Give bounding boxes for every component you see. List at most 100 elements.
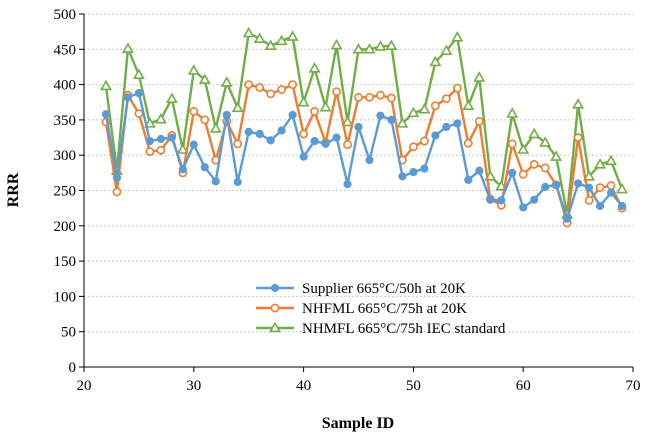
data-point (376, 90, 385, 100)
series-1 (101, 88, 627, 223)
data-point (463, 138, 473, 148)
data-point (187, 64, 200, 75)
data-point (419, 136, 429, 146)
data-point (134, 88, 143, 98)
x-tick-label: 20 (77, 378, 92, 394)
data-point (277, 126, 286, 135)
data-point (374, 40, 387, 51)
legend-item: NHMFL 665°C/75h IEC standard (256, 321, 506, 337)
data-point (418, 103, 431, 114)
data-point (310, 107, 319, 116)
data-point (506, 107, 519, 118)
data-point (288, 110, 297, 120)
legend-label: NHMFL 665°C/75h IEC standard (302, 321, 506, 337)
data-point (233, 139, 243, 149)
data-point (474, 116, 484, 126)
x-tick-label: 30 (186, 378, 201, 394)
x-tick-label: 40 (296, 378, 311, 394)
data-point (352, 43, 365, 54)
data-point (464, 175, 473, 185)
data-point (584, 183, 594, 192)
data-point (606, 188, 616, 197)
data-point (363, 43, 376, 54)
data-point (189, 140, 198, 149)
legend-label: NHFML 665°C/75h at 20K (302, 301, 467, 317)
data-point (365, 156, 374, 165)
data-point (343, 140, 352, 150)
data-point (508, 168, 517, 177)
data-point (595, 183, 605, 193)
data-point (178, 165, 187, 174)
data-point (518, 169, 528, 179)
data-point (429, 55, 442, 67)
data-point (475, 166, 484, 175)
y-tick-label: 300 (54, 148, 77, 164)
data-point (529, 159, 539, 169)
legend-item: NHFML 665°C/75h at 20K (256, 301, 467, 317)
tick-labels: 0 50 100 150 200 250 300 350 400 450 500 20 30 40 50 60… (54, 7, 641, 394)
data-point (275, 34, 288, 46)
data-point (341, 115, 354, 127)
data-point (563, 214, 572, 223)
data-point (365, 92, 374, 102)
data-point (387, 93, 396, 103)
data-point (112, 187, 122, 197)
data-point (540, 163, 550, 173)
data-point (605, 154, 618, 166)
data-point (616, 182, 628, 194)
legend-marker (270, 303, 280, 313)
data-point (541, 182, 550, 192)
y-axis-title: RRR (5, 172, 22, 207)
data-point (452, 83, 462, 93)
data-point (244, 80, 254, 89)
data-point (595, 201, 605, 211)
data-point (441, 94, 451, 104)
data-point (606, 181, 616, 190)
data-point (277, 85, 287, 94)
data-point (486, 195, 495, 204)
y-tick-label: 350 (54, 113, 77, 129)
data-point (385, 39, 398, 51)
data-point (319, 100, 332, 112)
data-point (145, 147, 155, 157)
data-point (550, 150, 563, 161)
data-point (121, 42, 134, 53)
series-line (104, 91, 623, 220)
data-point (343, 180, 352, 189)
data-point (398, 172, 407, 181)
data-point (299, 152, 308, 161)
data-point (200, 115, 210, 125)
series-group (99, 26, 628, 228)
data-point (101, 110, 111, 119)
data-point (156, 134, 165, 144)
data-point (156, 145, 166, 155)
data-point (297, 96, 310, 107)
data-point (507, 139, 517, 149)
data-point (440, 44, 453, 55)
data-point (134, 109, 144, 118)
data-point (231, 101, 244, 113)
data-point (572, 98, 585, 109)
data-point (264, 39, 277, 51)
data-point (143, 117, 156, 128)
data-point (310, 136, 319, 146)
data-point (211, 177, 220, 186)
y-tick-label: 200 (54, 219, 77, 235)
x-tick-label: 60 (516, 378, 531, 394)
x-axis-title: Sample ID (322, 415, 394, 432)
data-point (165, 92, 178, 103)
data-point (112, 173, 122, 182)
data-point (530, 195, 539, 204)
data-point (176, 143, 189, 154)
legend-item: Supplier 665°C/50h at 20K (256, 281, 466, 297)
data-point (539, 136, 552, 147)
axes (79, 13, 634, 372)
data-point (387, 115, 396, 125)
data-point (330, 38, 343, 50)
data-point (332, 87, 341, 97)
data-point (198, 73, 211, 84)
legend: Supplier 665°C/50h at 20K NHFML 665°C/75h… (256, 281, 506, 337)
y-tick-label: 500 (54, 7, 77, 23)
y-tick-label: 50 (61, 325, 76, 341)
data-point (266, 136, 275, 145)
